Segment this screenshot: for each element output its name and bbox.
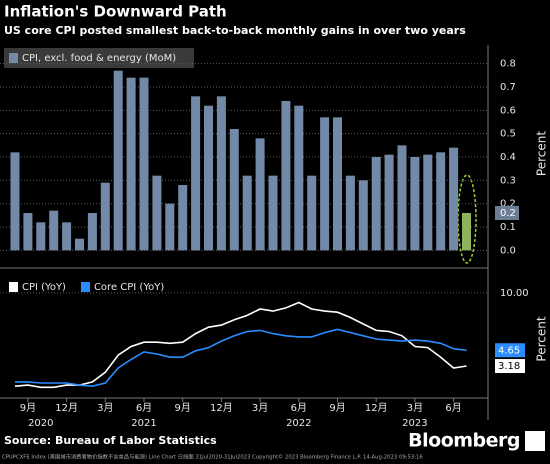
x-tick-label: 3月 [97, 402, 113, 414]
x-tick-label: 6月 [445, 402, 461, 414]
x-year-label: 2021 [131, 418, 156, 429]
bar [436, 152, 446, 251]
bar [23, 213, 33, 251]
x-year-label: 2023 [402, 418, 427, 429]
bar [397, 145, 407, 251]
bar [281, 101, 291, 251]
x-tick-label: 9月 [329, 402, 345, 414]
value-label: 0.2 [500, 208, 516, 219]
bar [333, 117, 342, 251]
y-tick-label: 0.1 [500, 222, 516, 233]
bar [178, 185, 188, 251]
bar [423, 154, 433, 251]
bar [126, 77, 136, 251]
y-tick-label: 0.0 [500, 245, 516, 256]
x-tick-label: 6月 [136, 402, 152, 414]
bar [204, 105, 213, 251]
y-tick-label: 0.5 [500, 129, 516, 140]
bar [100, 182, 110, 251]
x-year-label: 2020 [28, 418, 53, 429]
bar [410, 157, 420, 251]
bar [49, 210, 59, 251]
x-tick-label: 3月 [252, 402, 268, 414]
value-label: 3.18 [498, 361, 520, 372]
bar [449, 147, 459, 251]
y-axis-title: Percent [535, 316, 549, 361]
bar [191, 96, 201, 251]
bar [255, 138, 265, 251]
bar [294, 105, 304, 251]
bar [320, 117, 330, 251]
legend-label: Core CPI (YoY) [94, 282, 164, 293]
x-tick-label: 9月 [20, 402, 36, 414]
bar [229, 129, 239, 251]
footnote: CPUPCXFE Index (美国城市消费者物价指数不含食品与能源) Line… [2, 453, 423, 461]
bar [358, 180, 368, 251]
bar [307, 175, 317, 251]
bar [371, 157, 381, 251]
bar [87, 213, 97, 251]
y-tick-label: 0.8 [500, 59, 516, 70]
source: Source: Bureau of Labor Statistics [4, 434, 217, 447]
y-axis-title: Percent [535, 131, 549, 176]
bar [165, 203, 175, 251]
bar [62, 222, 72, 251]
legend-swatch [9, 53, 18, 63]
x-tick-label: 12月 [55, 402, 78, 414]
bar [345, 175, 355, 251]
legend-swatch [9, 282, 18, 292]
value-badge [495, 343, 525, 358]
chart-subtitle: US core CPI posted smallest back-to-back… [4, 24, 466, 37]
line [15, 328, 467, 388]
bar [113, 70, 123, 251]
legend-swatch [80, 282, 90, 292]
x-tick-label: 9月 [175, 402, 191, 414]
bar [268, 175, 278, 251]
bar [462, 213, 471, 251]
legend-box [4, 48, 194, 68]
value-badge [495, 359, 525, 374]
x-tick-label: 12月 [210, 402, 233, 414]
x-year-label: 2022 [286, 418, 311, 429]
value-badge [495, 206, 519, 220]
bar [384, 154, 394, 251]
bar [242, 175, 252, 251]
brand: Bloomberg [408, 430, 520, 452]
bar [216, 96, 226, 251]
bar [139, 77, 149, 251]
legend-label: CPI, excl. food & energy (MoM) [22, 53, 176, 64]
bar [75, 238, 84, 251]
y-tick-label: 10.00 [500, 288, 529, 299]
brand-icon [525, 431, 545, 451]
y-tick-label: 0.2 [500, 199, 516, 210]
bar [152, 175, 162, 251]
y-tick-label: 0.3 [500, 175, 516, 186]
x-tick-label: 12月 [365, 402, 388, 414]
bar [10, 152, 20, 251]
line [14, 301, 467, 389]
y-tick-label: 0.4 [500, 152, 516, 163]
x-tick-label: 3月 [407, 402, 423, 414]
y-tick-label: 0.6 [500, 105, 516, 116]
y-tick-label: 0.7 [500, 82, 516, 93]
x-tick-label: 6月 [291, 402, 307, 414]
chart-title: Inflation's Downward Path [4, 3, 227, 21]
legend-label: CPI (YoY) [22, 282, 66, 293]
bar [36, 222, 46, 251]
value-label: 4.65 [498, 345, 520, 356]
